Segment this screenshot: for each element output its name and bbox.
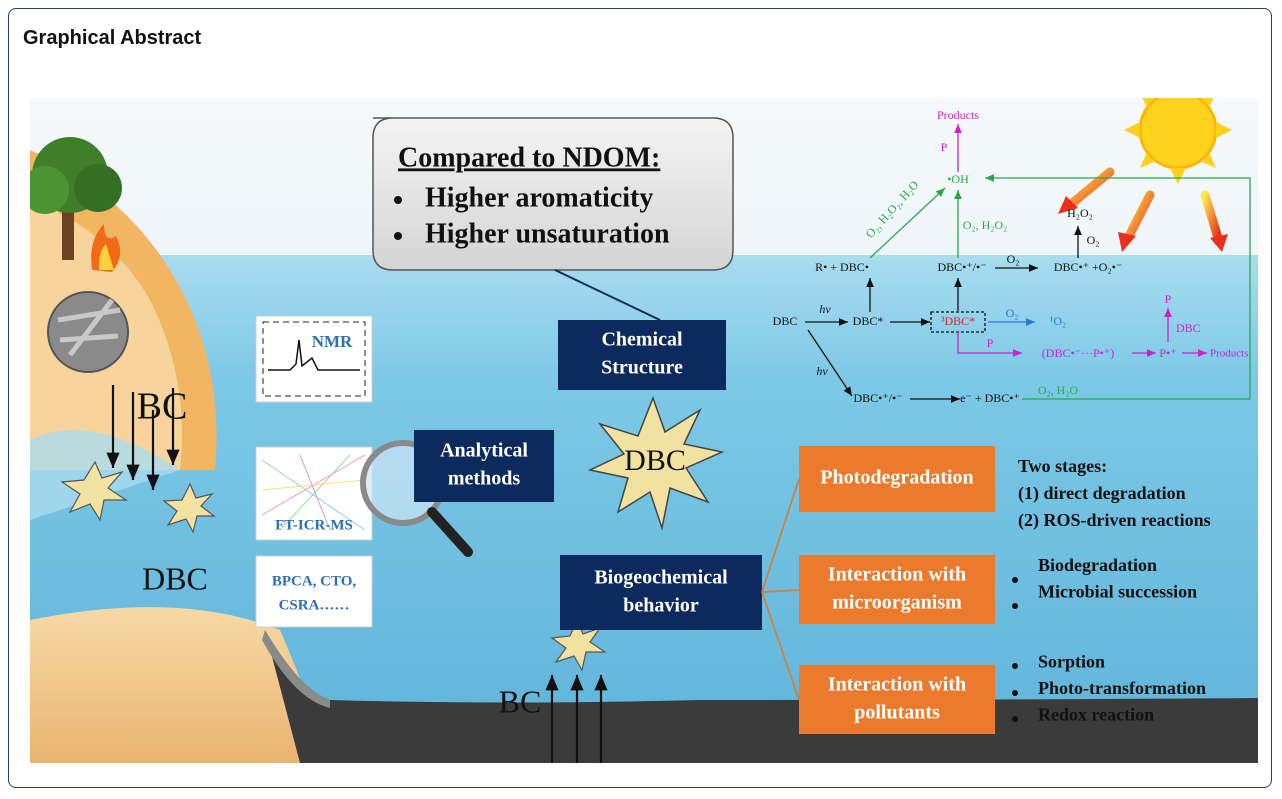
box-label: methods [448, 468, 520, 490]
scheme-label: H₂O₂ [1067, 206, 1093, 220]
note: (2) ROS-driven reactions [1018, 510, 1211, 531]
label-bc: BC [137, 386, 188, 428]
box-label: Biogeochemical [594, 567, 728, 589]
callout-item: Higher aromaticity [425, 182, 653, 213]
scheme-label: Products [937, 108, 979, 122]
box-label: behavior [623, 595, 699, 617]
scheme-label: P•⁺ [1159, 346, 1176, 360]
box-label: Analytical [440, 440, 528, 462]
scheme-label: O₂ [1007, 252, 1020, 266]
box-label: Chemical [601, 329, 683, 351]
label-bc: BC [499, 683, 542, 719]
box-label: Interaction with [828, 564, 966, 586]
star-label: DBC [624, 444, 686, 477]
scheme-label: hv [819, 302, 831, 316]
scheme-label: DBC [1176, 321, 1201, 335]
callout-item: Higher unsaturation [425, 218, 670, 249]
note: Photo-transformation [1038, 678, 1206, 698]
scheme-label: (DBC•⁻···P•⁺) [1042, 346, 1114, 360]
scheme-label: Products [1210, 348, 1249, 360]
note: Redox reaction [1038, 705, 1154, 725]
scheme-label: DBC•⁺/•⁻ [937, 260, 986, 274]
panel-label: BPCA, CTO, [272, 573, 357, 589]
scheme-label: O₂, H₂O₂ [963, 218, 1008, 232]
scheme-label: R• + DBC• [815, 260, 869, 274]
box-label: Structure [601, 357, 683, 379]
box-label: pollutants [854, 702, 940, 724]
scheme-label: O₂ [1087, 233, 1100, 247]
note: Biodegradation [1038, 555, 1157, 575]
note: Microbial succession [1038, 581, 1197, 601]
scheme-label: DBC* [853, 314, 884, 328]
scheme-label: hv [816, 364, 828, 378]
panel-label: CSRA…… [279, 597, 350, 613]
scheme-label: O₂ [1006, 306, 1019, 320]
box-label: microorganism [832, 592, 962, 614]
notes-title: Two stages: [1018, 456, 1107, 476]
graphical-abstract: Compared to NDOM: Higher aromaticity Highe… [0, 0, 1282, 799]
label-dbc: DBC [142, 560, 208, 596]
scheme-label: e⁻ + DBC•⁺ [960, 391, 1020, 405]
panel-label: FT-ICR-MS [275, 517, 353, 533]
scheme-label: O₂, H₂O [1038, 383, 1079, 397]
note: (1) direct degradation [1018, 483, 1186, 504]
scheme-label: •OH [947, 172, 969, 186]
scheme-label: P [987, 336, 994, 350]
note: Sorption [1038, 652, 1105, 672]
box-label: Photodegradation [820, 467, 973, 489]
scheme-label: P [941, 140, 948, 154]
callout-heading: Compared to NDOM: [398, 142, 660, 173]
page: Graphical Abstract [0, 0, 1282, 799]
panel-label: NMR [312, 332, 353, 351]
scheme-label: DBC•⁺/•⁻ [853, 391, 902, 405]
scheme-label: ³DBC* [941, 314, 975, 328]
box-label: Interaction with [828, 674, 966, 696]
scheme-label: P [1165, 292, 1172, 306]
scheme-label: DBC [773, 314, 798, 328]
scheme-label: ¹O₂ [1050, 314, 1066, 328]
scheme-label: DBC•⁺ +O₂•⁻ [1054, 260, 1122, 274]
